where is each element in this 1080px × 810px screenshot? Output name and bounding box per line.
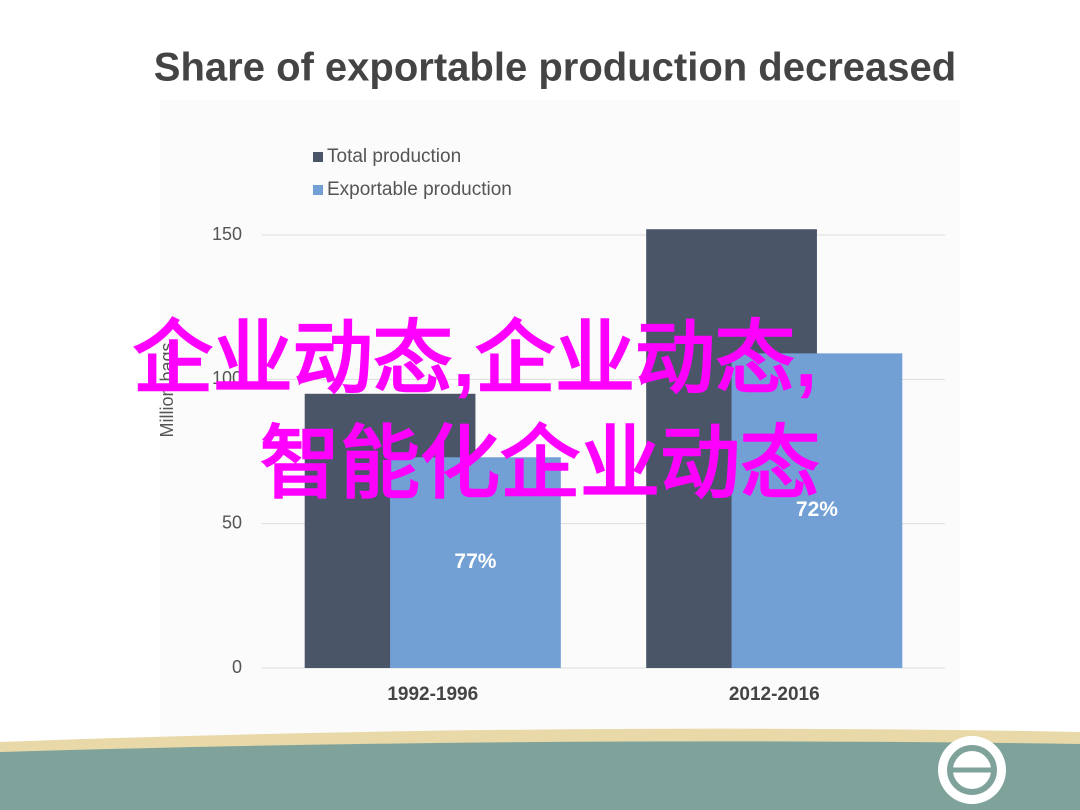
x-tick-label: 1992-1996 (387, 684, 478, 705)
share-label: 77% (454, 550, 496, 573)
y-tick-label: 50 (222, 512, 242, 532)
y-tick-label: 150 (212, 224, 242, 244)
chart-title: Share of exportable production decreased (154, 46, 956, 90)
share-label: 72% (796, 498, 838, 521)
overlay-text: 智能化企业动态 (260, 419, 820, 508)
legend-swatch (313, 185, 323, 195)
logo-ring (947, 745, 997, 795)
band-teal (0, 741, 1080, 810)
legend-swatch (313, 152, 323, 162)
y-axis-label: Million bags (157, 342, 177, 437)
x-tick-label: 2012-2016 (729, 684, 820, 705)
legend-label: Exportable production (327, 179, 512, 200)
y-tick-label: 0 (232, 657, 242, 677)
overlay-text: 企业动态,企业动态, (133, 314, 817, 403)
y-tick-label: 100 (212, 368, 242, 388)
bar (731, 353, 903, 668)
bar (390, 457, 561, 668)
plot: 0 50 100 150 Total production Exportable prod… (212, 146, 945, 705)
legend-label: Total production (327, 146, 461, 167)
